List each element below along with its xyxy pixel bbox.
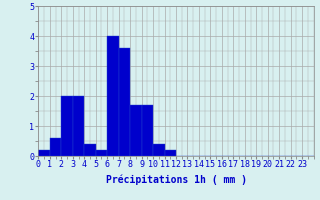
- Bar: [107, 36, 119, 156]
- Bar: [96, 150, 107, 156]
- Bar: [164, 150, 176, 156]
- Bar: [84, 144, 96, 156]
- X-axis label: Précipitations 1h ( mm ): Précipitations 1h ( mm ): [106, 175, 246, 185]
- Bar: [61, 96, 73, 156]
- Bar: [38, 150, 50, 156]
- Bar: [130, 105, 142, 156]
- Bar: [50, 138, 61, 156]
- Bar: [73, 96, 84, 156]
- Bar: [153, 144, 164, 156]
- Bar: [142, 105, 153, 156]
- Bar: [119, 48, 130, 156]
